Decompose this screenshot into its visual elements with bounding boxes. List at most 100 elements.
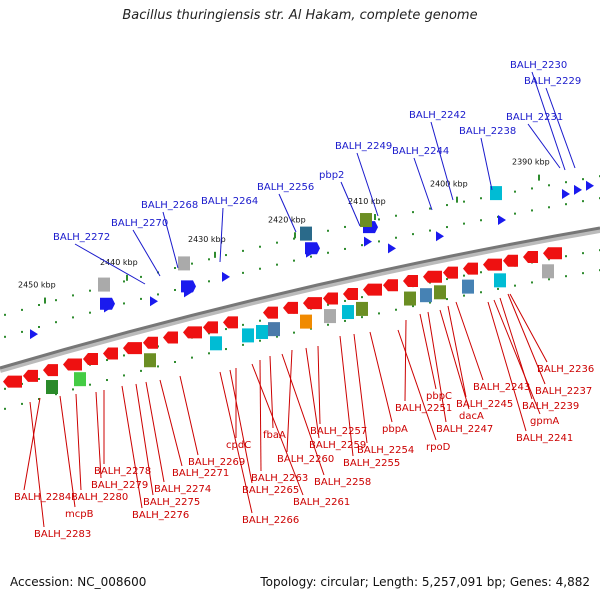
track-dot [310,255,312,258]
reverse-gene-arrow [423,270,442,283]
track-dot [565,203,567,206]
track-dot [463,274,465,277]
accession-text: Accession: NC_008600 [10,575,147,589]
lower-gene-label: BALH_2283 [34,529,91,540]
lower-gene-label: BALH_2269 [188,457,245,468]
kbp-tick-mark [538,174,540,181]
track-dot [395,214,397,217]
reverse-gene-arrow [63,358,82,371]
track-dot [140,275,142,278]
track-dot [548,206,550,209]
reverse-gene-arrow [263,306,278,319]
lower-gene-label: BALH_2279 [91,480,148,491]
gene-domain-box [324,309,336,324]
figure-title: Bacillus thuringiensis str. Al Hakam, co… [122,8,478,23]
gene-domain-box [342,305,354,320]
lower-leader-line [229,369,253,484]
kbp-tick-mark [294,232,296,239]
track-dot [38,325,40,328]
track-dot [157,365,159,368]
gene-domain-box [494,273,506,288]
track-dot [123,280,125,283]
reverse-gene-arrow [443,266,458,279]
reverse-gene-arrow [3,375,22,388]
track-dot [208,352,210,355]
upper-leader-line [545,87,576,169]
upper-leader-line [162,211,179,269]
track-dot [514,284,516,287]
track-dot [4,387,6,390]
reverse-gene-arrow [183,326,202,339]
lower-gene-label: BALH_2274 [154,484,211,495]
lower-leader-line [507,293,546,385]
gene-domain-box [462,279,474,294]
upper-gene-label: BALH_2264 [201,196,258,207]
track-dot [480,197,482,200]
track-dot [225,254,227,257]
lower-gene-label: BALH_2271 [172,468,229,479]
lower-leader-line [95,391,102,479]
lower-leader-line [75,393,82,491]
gene-domain-box [210,336,222,351]
lower-leader-line [281,353,325,476]
lower-leader-line [286,349,293,453]
kbp-tick-label: 2430 kbp [188,235,226,244]
track-dot [361,316,363,319]
kbp-tick-mark [374,214,376,221]
kbp-tick-mark [126,274,128,281]
forward-gene-arrow [586,180,594,191]
lower-leader-line [259,359,262,472]
reverse-gene-arrow [523,250,538,263]
reverse-gene-arrow [343,288,358,301]
track-dot [514,212,516,215]
track-dot [446,278,448,281]
upper-leader-line [278,193,297,233]
gene-domain-box [268,322,280,337]
upper-gene-label: BALH_2249 [335,141,392,152]
upper-leader-line [480,137,493,191]
lower-gene-label: BALH_2257 [310,426,367,437]
reverse-gene-arrow [223,316,238,329]
kbp-tick-label: 2450 kbp [18,281,56,290]
lower-leader-line [427,311,447,423]
track-dot [174,288,176,291]
track-dot [480,291,482,294]
reverse-gene-arrow [83,352,98,365]
track-dot [259,245,261,248]
lower-gene-label: BALH_2239 [522,401,579,412]
lower-gene-label: BALH_2243 [473,382,530,393]
lower-gene-label: BALH_2254 [357,445,414,456]
gene-domain-box [300,226,312,241]
gene-domain-box [256,325,268,340]
track-dot [565,181,567,184]
reverse-gene-arrow [363,283,382,296]
track-dot [242,271,244,274]
track-dot [174,266,176,269]
track-dot [123,302,125,305]
lower-leader-line [509,293,548,363]
kbp-tick-label: 2420 kbp [268,215,306,224]
upper-gene-label: BALH_2231 [506,112,563,123]
track-dot [106,379,108,382]
track-dot [4,313,6,316]
track-dot [395,308,397,311]
forward-gene-arrow [150,296,158,307]
lower-gene-label: BALH_2261 [293,497,350,508]
reverse-gene-arrow [543,247,562,260]
upper-gene-label: pbp2 [319,170,344,181]
kbp-tick-mark [214,251,216,258]
lower-gene-label: rpoD [426,442,451,453]
backbone-shadow [0,227,600,373]
track-dot [327,229,329,232]
gene-domain-box [46,380,58,395]
track-dot [327,303,329,306]
gene-domain-box [490,186,502,201]
upper-leader-line [219,207,224,263]
upper-gene-label: BALH_2242 [409,110,466,121]
track-dot [72,388,74,391]
lower-gene-label: BALH_2263 [251,473,308,484]
forward-gene-arrow [364,236,372,247]
track-dot [429,301,431,304]
